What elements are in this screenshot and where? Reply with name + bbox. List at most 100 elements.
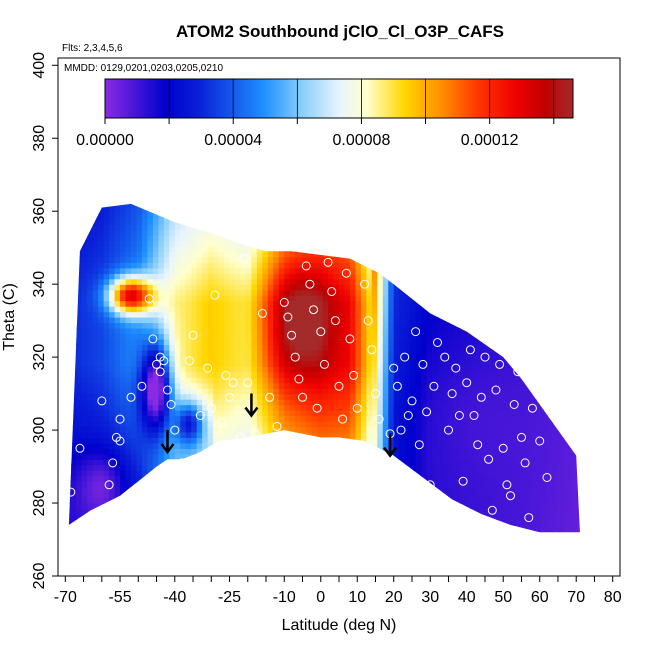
heatmap-cell — [328, 229, 335, 236]
heatmap-cell — [81, 234, 88, 241]
heatmap-cell — [388, 317, 395, 324]
heatmap-cell — [470, 306, 477, 313]
heatmap-cell — [229, 203, 236, 209]
heatmap-cell — [98, 366, 105, 373]
heatmap-cell — [120, 519, 127, 526]
heatmap-cell — [241, 191, 247, 197]
heatmap-cell — [404, 486, 411, 493]
heatmap-cell — [141, 213, 148, 220]
heatmap-cell — [355, 256, 362, 263]
heatmap-cell — [481, 273, 488, 280]
heatmap-cell — [125, 349, 132, 356]
heatmap-cell — [349, 322, 356, 329]
heatmap-cell — [141, 224, 148, 231]
heatmap-cell — [454, 311, 461, 318]
heatmap-cell — [109, 355, 116, 362]
heatmap-cell — [278, 229, 285, 236]
heatmap-cell — [267, 492, 274, 499]
heatmap-cell — [349, 251, 356, 258]
heatmap-cell — [470, 437, 477, 444]
heatmap-cell — [141, 421, 148, 428]
heatmap-cell — [279, 191, 285, 197]
heatmap-cell — [289, 421, 296, 428]
heatmap-cell — [300, 464, 307, 471]
heatmap-cell — [470, 426, 477, 433]
heatmap-cell — [196, 530, 203, 533]
heatmap-cell — [355, 229, 362, 236]
heatmap-cell — [87, 514, 94, 521]
heatmap-cell — [76, 207, 83, 214]
heatmap-cell — [98, 503, 105, 510]
heatmap-cell — [382, 300, 389, 307]
heatmap-cell — [267, 213, 274, 220]
heatmap-cell — [349, 503, 356, 510]
heatmap-cell — [152, 245, 159, 252]
heatmap-cell — [464, 203, 471, 209]
heatmap-cell — [322, 410, 329, 417]
heatmap-cell — [415, 229, 422, 236]
heatmap-cell — [421, 453, 428, 460]
heatmap-cell — [174, 503, 181, 510]
heatmap-cell — [404, 524, 411, 531]
heatmap-cell — [158, 295, 165, 302]
heatmap-cell — [235, 475, 242, 482]
heatmap-cell — [339, 410, 346, 417]
heatmap-cell — [322, 404, 329, 411]
heatmap-cell — [174, 273, 181, 280]
heatmap-cell — [410, 399, 417, 406]
heatmap-cell — [163, 459, 170, 466]
heatmap-cell — [70, 475, 77, 482]
heatmap-cell — [256, 497, 263, 504]
heatmap-cell — [163, 530, 170, 533]
heatmap-cell — [208, 536, 214, 542]
heatmap-cell — [158, 344, 165, 351]
heatmap-cell — [180, 382, 187, 389]
heatmap-cell — [202, 251, 209, 258]
heatmap-cell — [235, 366, 242, 373]
heatmap-cell — [98, 453, 105, 460]
heatmap-cell — [322, 360, 329, 367]
heatmap-cell — [218, 256, 225, 263]
heatmap-cell — [267, 207, 274, 214]
heatmap-cell — [197, 191, 203, 197]
heatmap-cell — [360, 470, 367, 477]
heatmap-cell — [70, 377, 77, 384]
heatmap-cell — [256, 295, 263, 302]
heatmap-cell — [68, 289, 72, 296]
heatmap-cell — [224, 431, 231, 438]
heatmap-cell — [240, 410, 247, 417]
heatmap-cell — [196, 486, 203, 493]
heatmap-cell — [289, 437, 296, 444]
heatmap-cell — [355, 388, 362, 395]
heatmap-cell — [224, 344, 231, 351]
heatmap-cell — [371, 508, 378, 515]
heatmap-cell — [404, 360, 411, 367]
heatmap-cell — [322, 256, 329, 263]
heatmap-cell — [464, 306, 471, 313]
heatmap-cell — [415, 524, 422, 531]
heatmap-cell — [399, 360, 406, 367]
heatmap-cell — [377, 481, 384, 488]
heatmap-cell — [410, 470, 417, 477]
heatmap-cell — [366, 459, 373, 466]
heatmap-cell — [427, 197, 433, 203]
heatmap-cell — [207, 366, 214, 373]
heatmap-cell — [284, 267, 291, 274]
heatmap-cell — [443, 503, 450, 510]
heatmap-cell — [404, 508, 411, 515]
heatmap-cell — [459, 524, 466, 531]
heatmap-cell — [443, 377, 450, 384]
heatmap-cell — [251, 218, 258, 225]
heatmap-cell — [235, 415, 242, 422]
heatmap-cell — [229, 306, 236, 313]
heatmap-cell — [125, 251, 132, 258]
heatmap-cell — [393, 377, 400, 384]
heatmap-cell — [262, 355, 269, 362]
heatmap-cell — [81, 448, 88, 455]
heatmap-cell — [421, 240, 428, 247]
heatmap-cell — [131, 295, 138, 302]
heatmap-cell — [68, 448, 72, 455]
heatmap-cell — [481, 300, 488, 307]
heatmap-cell — [410, 278, 417, 285]
heatmap-cell — [339, 295, 346, 302]
